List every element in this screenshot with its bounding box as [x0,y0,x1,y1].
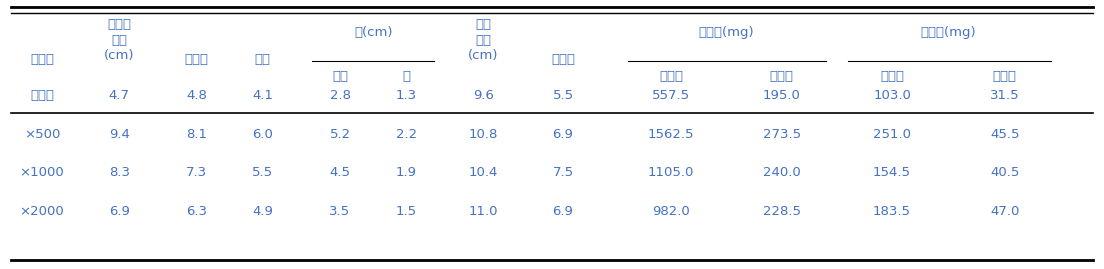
Text: 10.4: 10.4 [469,166,498,179]
Text: ×1000: ×1000 [20,166,64,179]
Text: 5.5: 5.5 [552,89,574,102]
Text: 지하부: 지하부 [769,70,794,83]
Text: ×500: ×500 [24,128,60,141]
Text: 1562.5: 1562.5 [648,128,694,141]
Text: 6.3: 6.3 [185,205,208,218]
Text: 9.6: 9.6 [474,89,493,102]
Text: 잎(cm): 잎(cm) [354,26,392,39]
Text: 3.5: 3.5 [329,205,351,218]
Text: 지상부: 지상부 [880,70,904,83]
Text: 240.0: 240.0 [763,166,800,179]
Text: 4.5: 4.5 [329,166,351,179]
Text: 47.0: 47.0 [990,205,1019,218]
Text: 7.5: 7.5 [552,166,574,179]
Text: 4.9: 4.9 [253,205,273,218]
Text: 잎수: 잎수 [255,53,270,66]
Text: 8.3: 8.3 [108,166,130,179]
Text: 길이: 길이 [332,70,348,83]
Text: 11.0: 11.0 [469,205,498,218]
Text: 6.9: 6.9 [109,205,129,218]
Text: 4.8: 4.8 [187,89,206,102]
Text: 557.5: 557.5 [652,89,690,102]
Text: 건물중(mg): 건물중(mg) [921,26,976,39]
Text: 폭: 폭 [402,70,411,83]
Text: 6.0: 6.0 [253,128,273,141]
Text: 103.0: 103.0 [873,89,911,102]
Text: 8.1: 8.1 [185,128,208,141]
Text: 4.7: 4.7 [108,89,130,102]
Text: 6.9: 6.9 [553,205,573,218]
Text: 1.3: 1.3 [395,89,417,102]
Text: 신초수: 신초수 [184,53,209,66]
Text: 5.5: 5.5 [252,166,274,179]
Text: 195.0: 195.0 [763,89,800,102]
Text: 982.0: 982.0 [652,205,690,218]
Text: 45.5: 45.5 [990,128,1019,141]
Text: 5.2: 5.2 [329,128,351,141]
Text: 2.2: 2.2 [395,128,417,141]
Text: 6.9: 6.9 [553,128,573,141]
Text: 7.3: 7.3 [185,166,208,179]
Text: 생체중(mg): 생체중(mg) [699,26,754,39]
Text: 뿌리수: 뿌리수 [551,53,575,66]
Text: 2.8: 2.8 [329,89,351,102]
Text: 183.5: 183.5 [873,205,911,218]
Text: 40.5: 40.5 [990,166,1019,179]
Text: 273.5: 273.5 [763,128,800,141]
Text: 뿌리
길이
(cm): 뿌리 길이 (cm) [468,18,499,62]
Text: 1105.0: 1105.0 [648,166,694,179]
Text: 대조구: 대조구 [30,89,54,102]
Text: 시비량: 시비량 [30,53,54,66]
Text: 1.9: 1.9 [395,166,417,179]
Text: 154.5: 154.5 [873,166,911,179]
Text: ×2000: ×2000 [20,205,64,218]
Text: 10.8: 10.8 [469,128,498,141]
Text: 지상부: 지상부 [659,70,683,83]
Text: 지상부
길이
(cm): 지상부 길이 (cm) [104,18,135,62]
Text: 1.5: 1.5 [395,205,417,218]
Text: 4.1: 4.1 [252,89,274,102]
Text: 31.5: 31.5 [990,89,1019,102]
Text: 지하부: 지하부 [992,70,1017,83]
Text: 9.4: 9.4 [109,128,129,141]
Text: 228.5: 228.5 [763,205,800,218]
Text: 251.0: 251.0 [873,128,911,141]
